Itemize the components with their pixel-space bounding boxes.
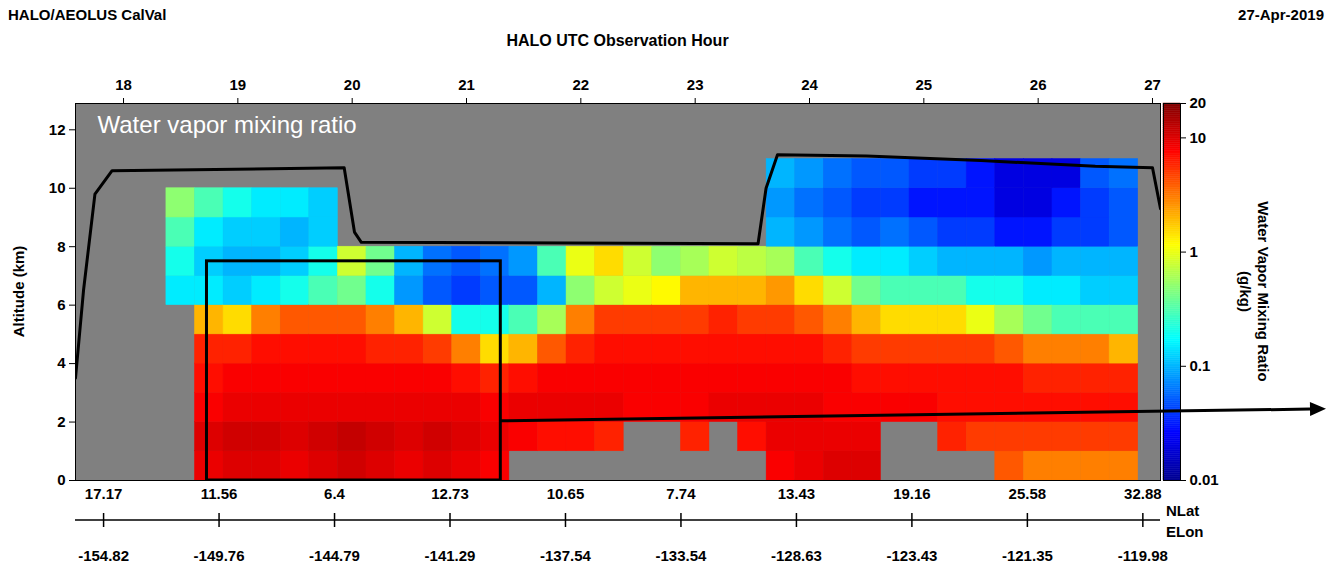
- svg-text:NLat: NLat: [1166, 502, 1199, 519]
- svg-text:26: 26: [1030, 76, 1047, 93]
- svg-text:25: 25: [915, 76, 932, 93]
- svg-text:19: 19: [230, 76, 247, 93]
- svg-text:1: 1: [1190, 243, 1198, 260]
- svg-text:13.43: 13.43: [778, 485, 816, 502]
- svg-text:22: 22: [572, 76, 589, 93]
- svg-text:-154.82: -154.82: [78, 547, 129, 564]
- svg-text:Altitude (km): Altitude (km): [10, 246, 27, 338]
- svg-text:-141.29: -141.29: [425, 547, 476, 564]
- svg-text:HALO/AEOLUS CalVal: HALO/AEOLUS CalVal: [8, 6, 166, 23]
- svg-text:2: 2: [57, 413, 65, 430]
- svg-text:Water vapor mixing ratio: Water vapor mixing ratio: [98, 111, 357, 138]
- svg-text:-121.35: -121.35: [1002, 547, 1053, 564]
- svg-text:-144.79: -144.79: [309, 547, 360, 564]
- svg-text:0.01: 0.01: [1190, 471, 1219, 488]
- svg-text:ELon: ELon: [1166, 523, 1204, 540]
- svg-text:0.1: 0.1: [1190, 357, 1211, 374]
- svg-text:6: 6: [57, 296, 65, 313]
- svg-text:7.74: 7.74: [666, 485, 696, 502]
- svg-text:-123.43: -123.43: [886, 547, 937, 564]
- svg-text:(g/kg): (g/kg): [1237, 271, 1254, 312]
- svg-text:24: 24: [801, 76, 818, 93]
- svg-text:4: 4: [57, 354, 66, 371]
- svg-text:20: 20: [344, 76, 361, 93]
- svg-text:32.88: 32.88: [1124, 485, 1162, 502]
- svg-text:-149.76: -149.76: [194, 547, 245, 564]
- svg-text:8: 8: [57, 238, 65, 255]
- svg-text:19.16: 19.16: [893, 485, 931, 502]
- svg-text:0: 0: [57, 471, 65, 488]
- svg-text:17.17: 17.17: [85, 485, 123, 502]
- svg-text:-119.98: -119.98: [1118, 547, 1168, 564]
- svg-text:18: 18: [115, 76, 132, 93]
- svg-text:12: 12: [49, 121, 66, 138]
- svg-text:-133.54: -133.54: [656, 547, 708, 564]
- svg-text:25.58: 25.58: [1009, 485, 1047, 502]
- svg-text:21: 21: [458, 76, 475, 93]
- svg-text:Water Vapor Mixing Ratio: Water Vapor Mixing Ratio: [1255, 201, 1272, 381]
- svg-text:10: 10: [1190, 129, 1207, 146]
- svg-text:HALO UTC Observation Hour: HALO UTC Observation Hour: [506, 32, 728, 49]
- svg-text:6.4: 6.4: [324, 485, 346, 502]
- svg-text:-137.54: -137.54: [540, 547, 592, 564]
- svg-text:-128.63: -128.63: [771, 547, 822, 564]
- svg-text:10: 10: [49, 179, 66, 196]
- svg-text:23: 23: [687, 76, 704, 93]
- svg-text:27: 27: [1144, 76, 1161, 93]
- svg-text:27-Apr-2019: 27-Apr-2019: [1238, 6, 1324, 23]
- svg-text:11.56: 11.56: [201, 485, 238, 502]
- svg-text:12.73: 12.73: [431, 485, 469, 502]
- svg-text:10.65: 10.65: [547, 485, 585, 502]
- svg-text:20: 20: [1190, 94, 1207, 111]
